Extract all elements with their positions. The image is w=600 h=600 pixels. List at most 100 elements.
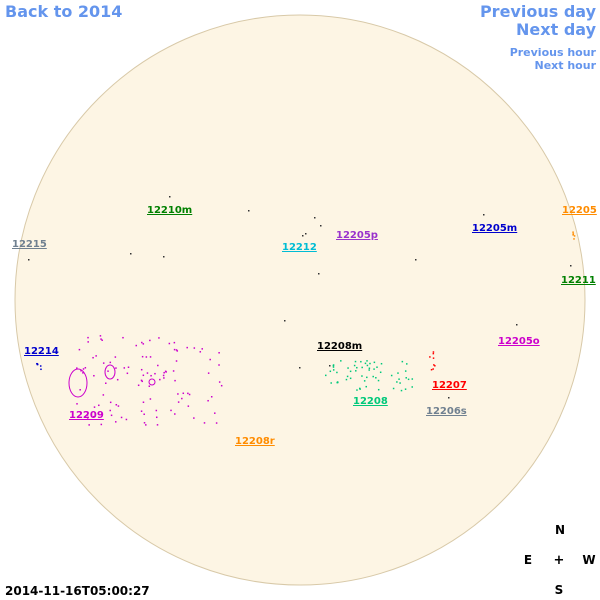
spot <box>170 409 172 412</box>
spot <box>346 375 349 378</box>
region-label[interactable]: 12215 <box>12 239 47 250</box>
spot <box>93 374 95 377</box>
spot <box>193 417 195 419</box>
spot <box>345 378 348 381</box>
region-label[interactable]: 12205m <box>472 223 517 234</box>
spot <box>155 409 158 412</box>
spot <box>368 369 370 371</box>
spot <box>360 360 362 363</box>
spot <box>79 389 81 391</box>
spot <box>186 346 188 349</box>
spot <box>149 356 152 358</box>
region-label[interactable]: 12205o <box>498 336 540 347</box>
spot <box>76 367 78 369</box>
spot <box>115 367 117 369</box>
spot <box>95 355 97 357</box>
region-label[interactable]: 12208r <box>235 436 275 447</box>
spot <box>168 342 171 345</box>
previous-day-link[interactable]: Previous day <box>480 2 597 21</box>
spot <box>177 401 180 403</box>
spot <box>115 403 118 406</box>
spot <box>572 233 574 235</box>
region-label[interactable]: 12209 <box>69 410 104 421</box>
spot <box>148 385 151 387</box>
spot-outline <box>104 364 116 380</box>
spot <box>135 344 138 347</box>
region-label[interactable]: 12210m <box>147 205 192 216</box>
region-label[interactable]: 12205 <box>562 205 597 216</box>
spot <box>102 362 105 364</box>
spot <box>364 362 367 365</box>
spot-outline <box>148 378 156 386</box>
spot <box>284 320 286 322</box>
spot <box>173 341 176 344</box>
spot <box>145 356 148 358</box>
region-label[interactable]: 12207 <box>432 380 467 391</box>
spot <box>126 372 129 375</box>
timestamp: 2014-11-16T05:00:27 <box>5 584 150 598</box>
spot <box>201 348 203 350</box>
spot <box>163 377 165 379</box>
spot <box>361 375 363 377</box>
previous-hour-link[interactable]: Previous hour <box>510 46 597 59</box>
spot <box>86 414 89 416</box>
spot <box>329 365 331 367</box>
spot <box>366 364 369 367</box>
spot <box>109 409 111 412</box>
spot <box>355 370 357 372</box>
spot <box>380 362 383 365</box>
spot <box>377 388 380 391</box>
spot <box>432 352 435 355</box>
region-label[interactable]: 12205p <box>336 230 378 241</box>
spot <box>248 210 250 212</box>
spot <box>115 421 117 423</box>
spot <box>99 335 102 337</box>
spot <box>142 401 145 403</box>
spot <box>116 378 119 381</box>
spot <box>176 350 179 352</box>
spot <box>434 365 436 367</box>
spot <box>215 422 218 424</box>
back-link[interactable]: Back to 2014 <box>5 2 122 21</box>
spot <box>336 371 338 374</box>
compass-west: W <box>582 553 595 567</box>
spot <box>169 196 171 198</box>
spot <box>432 357 435 359</box>
spot <box>174 413 176 415</box>
spot <box>376 366 378 368</box>
spot <box>220 384 223 387</box>
spot <box>430 368 433 371</box>
spot <box>320 225 322 227</box>
spot <box>354 360 357 363</box>
spot <box>149 398 152 400</box>
region-label[interactable]: 12208m <box>317 341 362 352</box>
spot <box>302 235 304 237</box>
spot <box>102 394 105 396</box>
spot <box>368 367 371 370</box>
region-label[interactable]: 12212 <box>282 242 317 253</box>
spot <box>86 418 89 420</box>
spot <box>372 375 374 378</box>
next-hour-link[interactable]: Next hour <box>535 59 597 72</box>
spot <box>93 415 95 418</box>
spot <box>140 368 143 371</box>
spot <box>142 343 145 345</box>
spot <box>356 366 358 369</box>
spot <box>164 370 167 373</box>
compass-south: S <box>555 583 564 597</box>
region-label[interactable]: 12208 <box>353 396 388 407</box>
spot <box>218 352 220 354</box>
region-label[interactable]: 12214 <box>24 346 59 357</box>
spot <box>572 234 574 236</box>
spot <box>173 348 176 351</box>
spot <box>149 339 151 342</box>
spot <box>332 366 335 368</box>
region-label[interactable]: 12211 <box>561 275 596 286</box>
spot <box>573 238 575 240</box>
spot <box>157 364 159 367</box>
spot <box>305 233 307 235</box>
region-label[interactable]: 12206s <box>426 406 467 417</box>
spot <box>109 401 112 404</box>
compass-east: E <box>524 553 532 567</box>
next-day-link[interactable]: Next day <box>516 20 597 39</box>
